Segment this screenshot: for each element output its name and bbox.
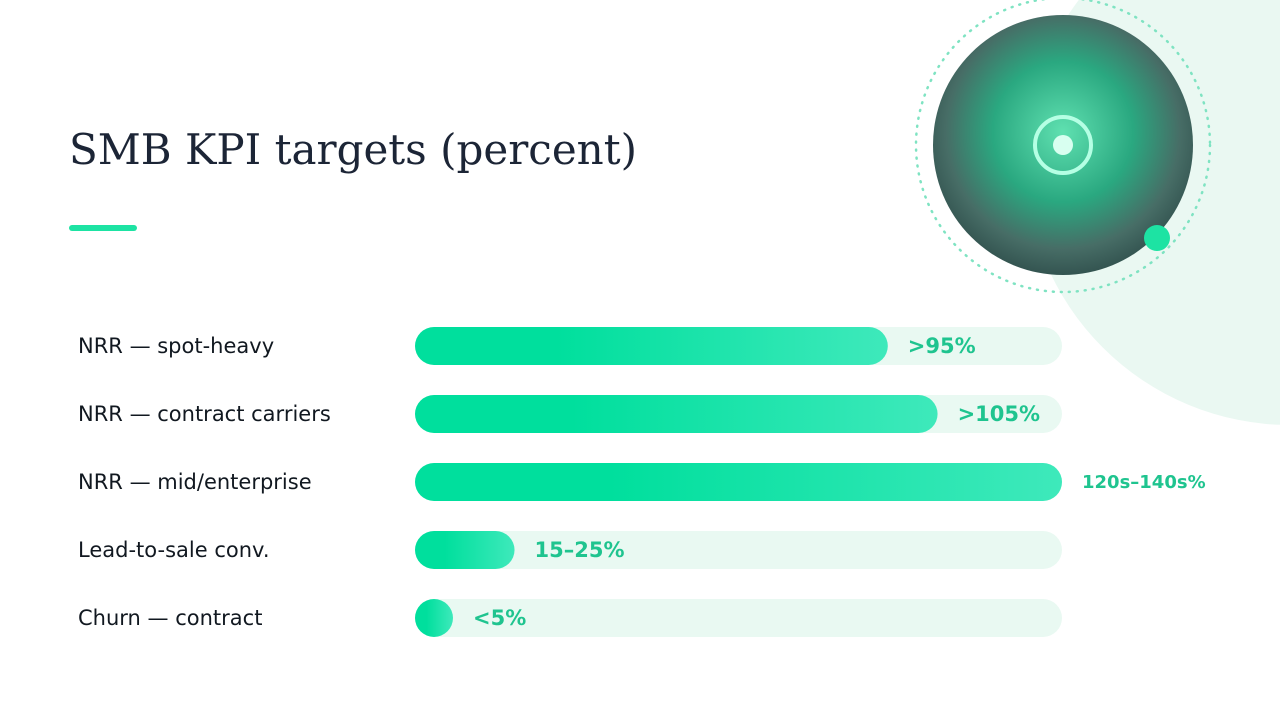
value-label: 15–25% [535, 538, 625, 562]
bar [415, 395, 938, 433]
title-underline [69, 225, 137, 231]
chart-title: SMB KPI targets (percent) [69, 125, 637, 174]
value-label: >105% [958, 402, 1040, 426]
bar [415, 327, 888, 365]
value-label: <5% [473, 606, 526, 630]
category-label: NRR — spot-heavy [78, 334, 274, 358]
bar-track [415, 531, 1062, 569]
hero-image-detail [1033, 115, 1093, 175]
category-label: NRR — contract carriers [78, 402, 331, 426]
accent-dot [1144, 225, 1170, 251]
category-label: Churn — contract [78, 606, 262, 630]
hero-image-detail [1053, 135, 1073, 155]
category-label: Lead-to-sale conv. [78, 538, 270, 562]
dotted-ring [914, 0, 1212, 294]
bar [415, 531, 515, 569]
value-label: 120s–140s% [1082, 472, 1206, 493]
value-label: >95% [908, 334, 976, 358]
bar [415, 463, 1062, 501]
bar-track [415, 599, 1062, 637]
category-label: NRR — mid/enterprise [78, 470, 312, 494]
bar [415, 599, 453, 637]
